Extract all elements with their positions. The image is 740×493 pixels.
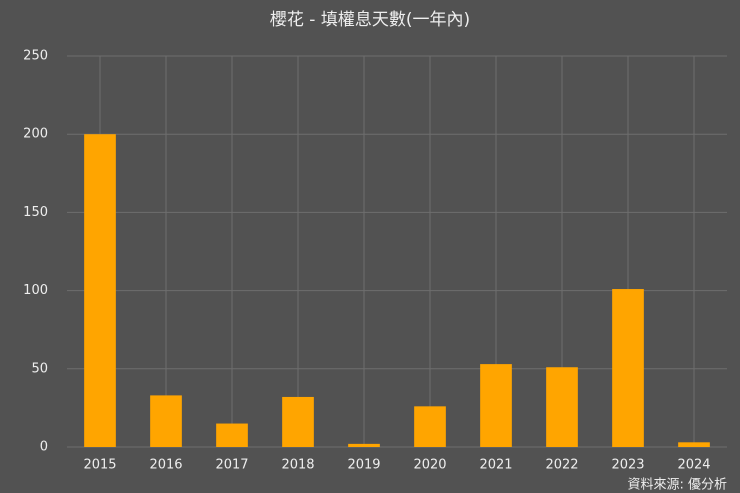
chart-title: 櫻花 - 填權息天數(一年內)	[270, 9, 470, 30]
bar	[348, 443, 380, 447]
x-tick-label: 2023	[611, 458, 644, 473]
x-tick-label: 2020	[413, 458, 446, 473]
y-tick-label: 150	[23, 205, 48, 220]
x-tick-label: 2019	[347, 458, 380, 473]
bar	[546, 367, 578, 447]
x-tick-label: 2018	[281, 458, 314, 473]
bar	[612, 289, 644, 447]
y-tick-label: 200	[23, 127, 48, 142]
y-tick-label: 50	[31, 361, 48, 376]
y-tick-label: 0	[40, 440, 48, 455]
bar	[480, 364, 512, 447]
x-tick-label: 2022	[545, 458, 578, 473]
bar	[216, 423, 248, 447]
x-tick-label: 2021	[479, 458, 512, 473]
x-tick-label: 2015	[83, 458, 116, 473]
x-tick-label: 2016	[149, 458, 182, 473]
bar	[678, 442, 710, 447]
bar	[150, 395, 182, 447]
x-tick-label: 2024	[677, 458, 710, 473]
bar	[84, 134, 116, 447]
source-note: 資料來源: 優分析	[627, 478, 727, 493]
bar	[282, 396, 314, 447]
bar	[414, 406, 446, 447]
y-tick-label: 250	[23, 49, 48, 64]
x-tick-label: 2017	[215, 458, 248, 473]
y-tick-label: 100	[23, 283, 48, 298]
